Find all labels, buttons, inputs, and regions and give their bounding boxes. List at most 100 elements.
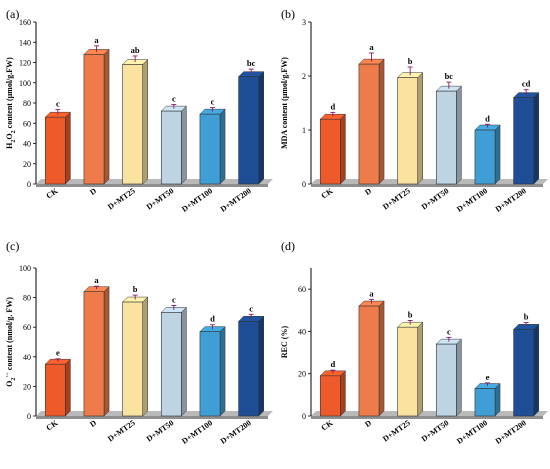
bar-front	[122, 301, 144, 417]
bar-front	[513, 97, 535, 185]
bar-front	[44, 116, 66, 185]
bar-d-mt100: d	[474, 113, 501, 185]
y-label-part: REC (%)	[280, 326, 289, 359]
bar-d: a	[358, 42, 385, 185]
bar-front	[83, 54, 105, 185]
y-label-part: content (μmol/g.FW)	[5, 57, 14, 131]
axis-floor	[36, 411, 273, 416]
significance-label: d	[330, 359, 335, 369]
bar-front	[160, 312, 182, 417]
bar-side	[456, 338, 462, 417]
bar-d-mt100: c	[199, 97, 226, 185]
panel-label: (c)	[6, 239, 19, 253]
y-tick-label: 0	[27, 412, 31, 421]
category-label: CK	[44, 186, 60, 201]
y-label-sub: 2	[11, 378, 17, 381]
significance-label: c	[172, 94, 176, 104]
bar-d-mt25: b	[122, 284, 149, 417]
significance-label: d	[485, 113, 490, 123]
y-tick-label: 2	[302, 72, 306, 81]
category-label: D+MT200	[219, 186, 253, 214]
bar-side	[181, 306, 187, 417]
category-label: CK	[319, 186, 335, 201]
bar-d-mt50: c	[160, 294, 187, 417]
bar-side	[378, 58, 385, 185]
y-tick-label: 3	[302, 18, 306, 27]
significance-label: b	[408, 309, 413, 319]
bar-side	[142, 58, 148, 185]
y-tick-label: 60	[23, 323, 31, 332]
y-axis-label: MDA content (μmol/g.FW)	[280, 57, 289, 149]
significance-label: d	[330, 101, 335, 111]
category-label: D+MT25	[381, 186, 412, 211]
significance-label: ab	[131, 45, 140, 55]
significance-label: a	[369, 288, 374, 298]
y-label-part: O	[5, 133, 14, 139]
category-label: D+MT50	[420, 418, 451, 443]
bar-side	[219, 108, 226, 185]
bar-front	[358, 305, 380, 417]
y-tick-label: 160	[19, 18, 31, 27]
y-tick-label: 60	[298, 285, 306, 294]
y-tick-label: 120	[19, 59, 31, 68]
panel-label: (d)	[281, 239, 295, 253]
bar-front	[319, 118, 341, 185]
category-label: D+MT25	[106, 186, 137, 211]
significance-label: b	[133, 284, 138, 294]
y-tick-label: 20	[23, 160, 31, 169]
bar-front	[122, 64, 144, 185]
category-label: D+MT50	[420, 186, 451, 211]
y-label-part: O	[5, 381, 14, 387]
significance-label: bc	[247, 58, 256, 68]
y-tick-label: 1	[302, 126, 306, 135]
bar-d-mt25: b	[397, 56, 424, 185]
y-tick-label: 40	[23, 140, 31, 149]
axis-floor-edge	[36, 416, 268, 419]
panel-label: (b)	[281, 7, 295, 21]
category-label: D+MT100	[455, 418, 489, 446]
axis-floor-edge	[311, 184, 543, 187]
bar-side	[533, 323, 539, 417]
bar-d-mt100: d	[199, 314, 226, 417]
y-label-part: MDA content (μmol/g.FW)	[280, 57, 289, 149]
bar-side	[142, 296, 148, 417]
y-tick-label: 0	[302, 412, 306, 421]
y-tick-label: 40	[298, 327, 306, 336]
bar-side	[103, 286, 110, 417]
significance-label: a	[94, 35, 99, 45]
significance-label: e	[56, 348, 60, 358]
category-label: D+MT200	[494, 186, 528, 214]
y-axis-label: O2·− content (nmol/g. FW)	[5, 297, 17, 387]
bar-front	[435, 343, 457, 417]
y-tick-label: 100	[19, 264, 31, 273]
category-label: D	[363, 418, 373, 429]
category-label: D+MT100	[455, 186, 489, 214]
significance-label: c	[211, 97, 215, 107]
y-label-sup: ·−	[5, 372, 11, 378]
category-label: D+MT100	[180, 418, 214, 446]
bar-d-mt200: b	[513, 312, 540, 417]
bar-front	[160, 110, 182, 185]
chart-d: (d) 0 20 40 60 REC (%) d CK a Db D+MT25 c D+MT50 e D+M…	[280, 239, 548, 446]
chart-b: (b) 0 1 2 3 MDA content (μmol/g.FW) d CK a Db D+MT…	[280, 7, 548, 214]
bar-ck: d	[319, 101, 346, 185]
panel-c: (c) 0 20 40 60 80 100 O2·− content (nmol/g. FW)…	[0, 232, 275, 464]
y-label-part: H	[5, 142, 14, 149]
significance-label: a	[369, 42, 374, 52]
bar-front	[44, 363, 66, 417]
y-tick-label: 40	[23, 353, 31, 362]
significance-label: bc	[445, 71, 454, 81]
bar-side	[258, 71, 264, 185]
category-label: D	[363, 186, 373, 197]
bar-front	[474, 129, 496, 185]
bar-side	[258, 315, 264, 417]
bar-side	[417, 72, 423, 185]
y-label-sub: 2	[11, 140, 17, 143]
y-tick-label: 0	[302, 180, 306, 189]
bar-d-mt50: bc	[435, 71, 462, 185]
y-tick-label: 20	[23, 382, 31, 391]
significance-label: cd	[522, 79, 531, 89]
